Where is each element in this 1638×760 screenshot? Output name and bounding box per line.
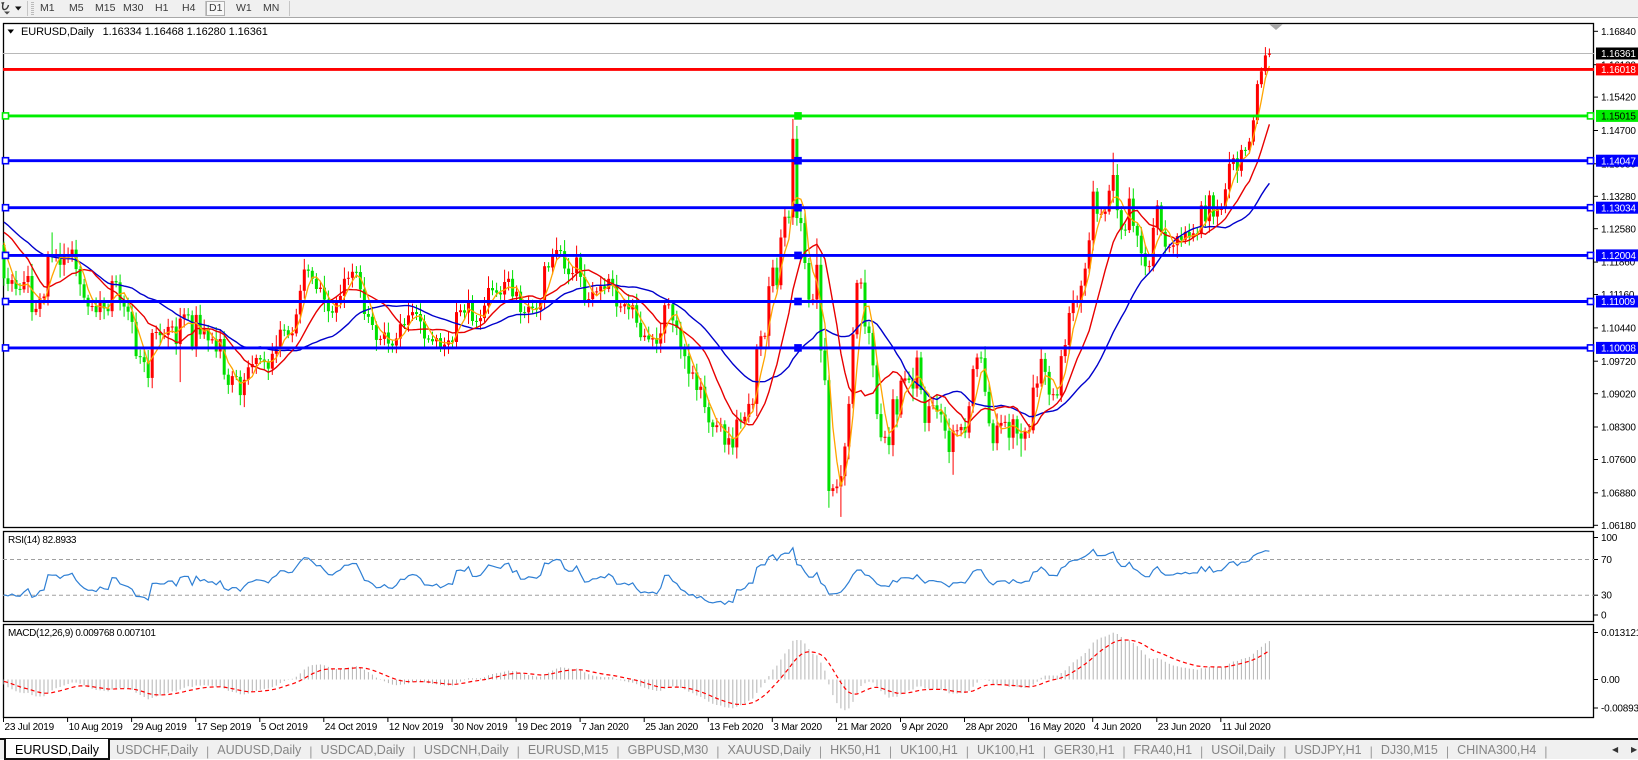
svg-text:1.10008: 1.10008 [1601, 344, 1636, 355]
svg-text:1.16361: 1.16361 [1601, 49, 1636, 60]
svg-text:17 Sep 2019: 17 Sep 2019 [197, 722, 252, 733]
svg-text:28 Apr 2020: 28 Apr 2020 [966, 722, 1018, 733]
svg-text:0.00: 0.00 [1601, 675, 1620, 686]
svg-text:30: 30 [1601, 591, 1612, 602]
svg-text:0.013121: 0.013121 [1601, 628, 1638, 639]
svg-text:4 Jun 2020: 4 Jun 2020 [1094, 722, 1142, 733]
svg-text:3 Mar 2020: 3 Mar 2020 [773, 722, 822, 733]
svg-text:30 Nov 2019: 30 Nov 2019 [453, 722, 508, 733]
svg-text:1.07600: 1.07600 [1601, 455, 1636, 466]
svg-text:70: 70 [1601, 555, 1612, 566]
svg-text:MACD(12,26,9) 0.009768 0.00710: MACD(12,26,9) 0.009768 0.007101 [8, 628, 156, 639]
svg-text:13 Feb 2020: 13 Feb 2020 [709, 722, 764, 733]
svg-text:1.13034: 1.13034 [1601, 203, 1636, 214]
svg-text:EURUSD,Daily 1.16334 1.16468: EURUSD,Daily 1.16334 1.16468 1.16280 1.1… [21, 26, 268, 38]
svg-text:19 Dec 2019: 19 Dec 2019 [517, 722, 572, 733]
svg-text:0: 0 [1601, 611, 1607, 622]
svg-text:23 Jun 2020: 23 Jun 2020 [1158, 722, 1211, 733]
svg-text:1.12004: 1.12004 [1601, 251, 1636, 262]
svg-text:1.14047: 1.14047 [1601, 156, 1636, 167]
svg-text:1.13280: 1.13280 [1601, 192, 1636, 203]
svg-text:100: 100 [1601, 533, 1618, 544]
svg-text:12 Nov 2019: 12 Nov 2019 [389, 722, 444, 733]
svg-text:1.11009: 1.11009 [1601, 297, 1636, 308]
svg-text:1.09720: 1.09720 [1601, 357, 1636, 368]
svg-text:-0.008933: -0.008933 [1601, 704, 1638, 715]
svg-text:11 Jul 2020: 11 Jul 2020 [1222, 722, 1271, 733]
svg-text:1.10440: 1.10440 [1601, 324, 1636, 335]
svg-text:9 Apr 2020: 9 Apr 2020 [902, 722, 949, 733]
svg-text:1.11860: 1.11860 [1601, 258, 1636, 269]
svg-text:1.15420: 1.15420 [1601, 93, 1636, 104]
svg-text:24 Oct 2019: 24 Oct 2019 [325, 722, 378, 733]
svg-text:10 Aug 2019: 10 Aug 2019 [69, 722, 124, 733]
svg-text:1.08300: 1.08300 [1601, 423, 1636, 434]
svg-text:RSI(14) 82.8933: RSI(14) 82.8933 [8, 535, 77, 546]
svg-text:23 Jul 2019: 23 Jul 2019 [5, 722, 55, 733]
svg-text:1.06180: 1.06180 [1601, 521, 1636, 532]
svg-text:1.15015: 1.15015 [1601, 112, 1636, 123]
svg-text:16 May 2020: 16 May 2020 [1030, 722, 1086, 733]
svg-text:1.06880: 1.06880 [1601, 488, 1636, 499]
svg-text:1.12580: 1.12580 [1601, 224, 1636, 235]
svg-text:29 Aug 2019: 29 Aug 2019 [133, 722, 188, 733]
svg-text:7 Jan 2020: 7 Jan 2020 [581, 722, 629, 733]
svg-text:1.14700: 1.14700 [1601, 126, 1636, 137]
svg-text:25 Jan 2020: 25 Jan 2020 [645, 722, 698, 733]
svg-text:21 Mar 2020: 21 Mar 2020 [837, 722, 892, 733]
svg-text:5 Oct 2019: 5 Oct 2019 [261, 722, 309, 733]
svg-text:1.09020: 1.09020 [1601, 389, 1636, 400]
svg-text:1.16018: 1.16018 [1601, 65, 1636, 76]
svg-text:1.16840: 1.16840 [1601, 27, 1636, 38]
